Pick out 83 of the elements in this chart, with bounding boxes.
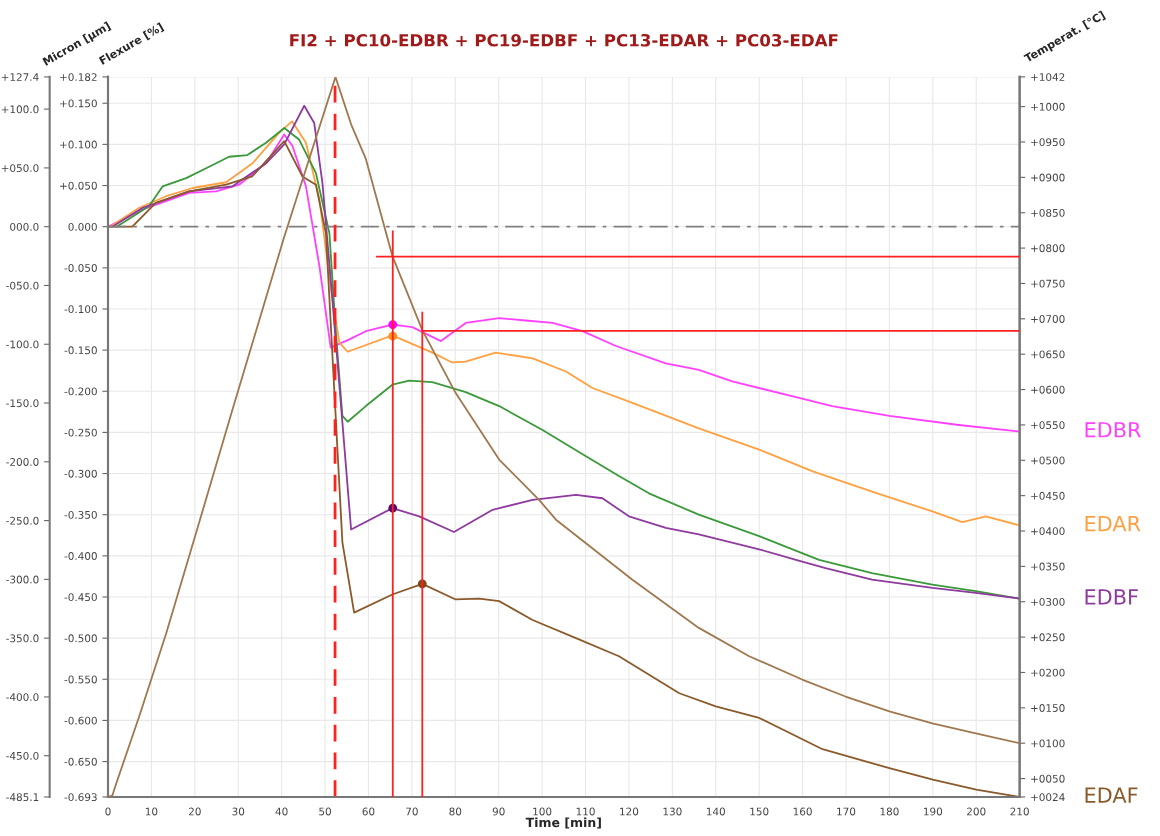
y-tick-label: -0.100: [64, 305, 97, 314]
x-tick-label: 170: [837, 807, 856, 816]
y3-tick-label: -100.0: [6, 340, 39, 349]
y3-tick-label: +050.0: [1, 164, 39, 173]
text: EDBF: [1085, 589, 1138, 605]
y2-tick-label: +0500: [1031, 456, 1065, 465]
x-tick-label: 40: [275, 807, 288, 816]
y-tick-label: -0.650: [64, 757, 97, 766]
y-tick-label: -0.550: [64, 675, 97, 684]
y2-tick-label: +0100: [1031, 739, 1065, 748]
y2-tick-label: +0450: [1031, 491, 1065, 500]
y-tick-label: +0.182: [60, 73, 97, 82]
x-tick-label: 190: [924, 807, 943, 816]
y2-tick-label: +0150: [1031, 704, 1065, 712]
x-tick-label: 150: [750, 807, 769, 816]
x-tick-label: 120: [620, 807, 639, 816]
y2-tick-label: +0550: [1031, 421, 1065, 430]
y-tick-label: -0.050: [64, 264, 97, 272]
y2-tick-label: +0350: [1031, 562, 1065, 571]
y3-tick-label: -485.1: [6, 793, 39, 802]
y-tick-label: +0.050: [60, 181, 97, 190]
y2-tick-label: +0200: [1031, 668, 1065, 677]
y-tick-label: -0.250: [64, 428, 97, 437]
y2-tick-label: +0700: [1031, 315, 1065, 323]
y-tick-label: -0.300: [64, 469, 97, 478]
x-tick-label: 10: [145, 807, 158, 816]
y-tick-label: -0.693: [64, 793, 97, 802]
y2-tick-label: +1000: [1031, 102, 1065, 111]
y3-tick-label: -250.0: [6, 516, 39, 525]
y-tick-label: -0.350: [64, 510, 97, 519]
y3-tick-label: -400.0: [6, 693, 39, 702]
y3-tick-label: -300.0: [6, 575, 39, 584]
y2-tick-label: +1042: [1031, 73, 1065, 82]
y2-tick-label: +0800: [1031, 244, 1065, 253]
y2-tick-label: +0250: [1031, 633, 1065, 642]
y2-tick-label: +0600: [1031, 385, 1065, 394]
y-tick-label: +0.150: [60, 99, 97, 108]
y2-tick-label: +0650: [1031, 350, 1065, 359]
y-tick-label: -0.200: [64, 387, 97, 396]
y3-tick-label: -150.0: [6, 399, 39, 408]
x-tick-label: 140: [706, 807, 726, 816]
x-tick-label: 60: [362, 807, 375, 816]
x-tick-label: 70: [406, 807, 418, 816]
y3-tick-label: +100.0: [1, 105, 39, 114]
y3-tick-label: -050.0: [6, 281, 39, 290]
x-tick-label: 100: [533, 807, 552, 816]
y2-tick-label: +0300: [1031, 597, 1065, 606]
x-tick-label: 200: [967, 807, 986, 816]
x-tick-label: 50: [319, 807, 331, 816]
x-tick-label: 20: [188, 807, 201, 816]
y2-tick-label: +0850: [1031, 208, 1065, 217]
y3-tick-label: -450.0: [6, 751, 39, 760]
y3-tick-label: +127.4: [1, 73, 39, 81]
text: EDBR: [1085, 422, 1141, 438]
x-tick-label: 80: [449, 807, 462, 816]
x-axis-title: Time [min]: [525, 817, 601, 829]
y3-tick-label: -350.0: [6, 634, 39, 643]
y-tick-label: 0.000: [68, 222, 97, 231]
y3-tick-label: 000.0: [10, 222, 39, 231]
y-tick-label: -0.400: [64, 552, 97, 560]
y-tick-label: +0.100: [60, 140, 97, 149]
text: EDAF: [1085, 787, 1138, 803]
text: EDAR: [1085, 515, 1141, 532]
y-tick-label: -0.150: [64, 346, 97, 355]
y2-tick-label: +0050: [1031, 774, 1065, 783]
y2-tick-label: +0400: [1031, 527, 1065, 536]
x-tick-label: 110: [576, 807, 595, 816]
x-tick-label: 160: [793, 807, 812, 816]
x-tick-label: 0: [105, 807, 111, 816]
y2-tick-label: +0024: [1031, 793, 1065, 802]
y-tick-label: -0.450: [64, 593, 97, 602]
x-tick-label: 180: [880, 807, 899, 816]
y3-tick-label: -200.0: [6, 458, 39, 466]
y-tick-label: -0.500: [64, 634, 97, 643]
y2-tick-label: +0900: [1031, 173, 1065, 182]
y-tick-label: -0.600: [64, 716, 97, 725]
x-tick-label: 90: [492, 807, 505, 816]
x-tick-label: 130: [663, 807, 682, 816]
x-tick-label: 30: [232, 807, 245, 816]
y2-tick-label: +0950: [1031, 138, 1065, 147]
x-tick-label: 210: [1010, 807, 1029, 816]
y2-tick-label: +0750: [1031, 279, 1065, 288]
chart-title: FI2 + PC10-EDBR + PC19-EDBF + PC13-EDAR + PC03-EDAF: [290, 33, 838, 47]
